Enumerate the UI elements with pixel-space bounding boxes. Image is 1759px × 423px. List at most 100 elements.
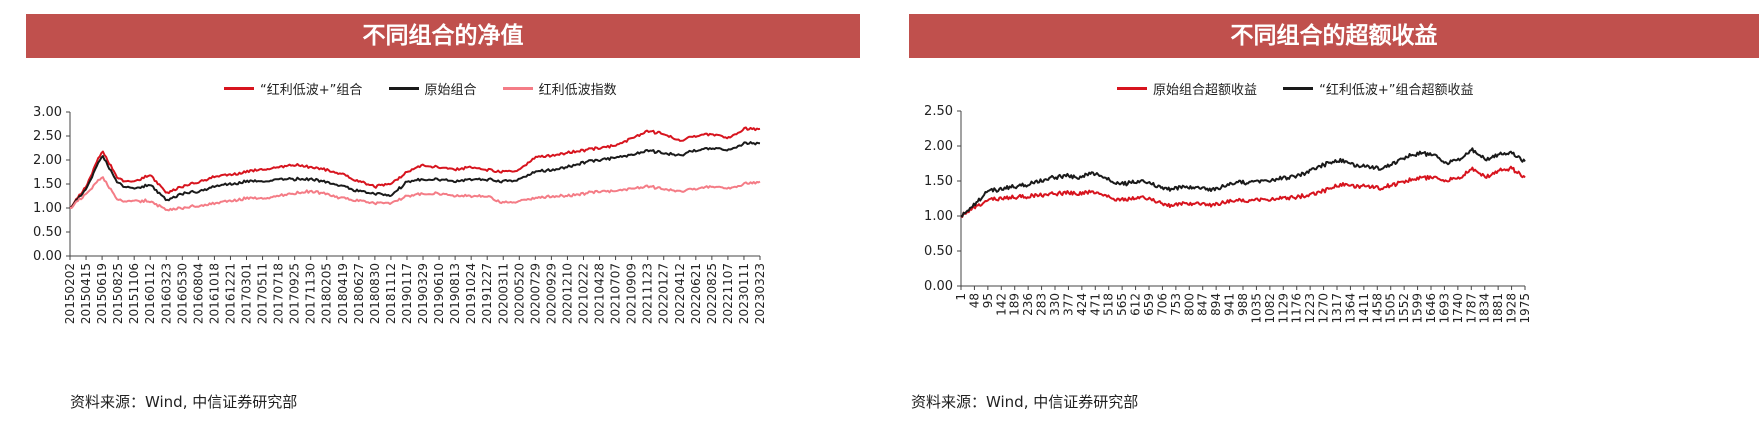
x-tick-label: 20151106: [127, 263, 141, 324]
x-tick-label: 20180419: [336, 263, 350, 324]
chart-legend: 原始组合超额收益 “红利低波+”组合超额收益: [1117, 79, 1496, 99]
x-tick-label: 95: [981, 293, 995, 308]
x-tick-label: 800: [1182, 293, 1196, 316]
x-tick-label: 20180205: [320, 263, 334, 324]
legend-item: 红利低波指数: [502, 79, 617, 98]
x-tick-label: 20170301: [240, 263, 254, 324]
y-tick-label: 2.00: [33, 153, 62, 168]
series-line: [960, 147, 1526, 218]
series-line: [960, 165, 1526, 218]
x-tick-label: 377: [1061, 293, 1075, 316]
chart-title: 不同组合的超额收益: [909, 14, 1759, 58]
x-tick-label: 20200520: [512, 263, 526, 324]
x-tick-label: 20210428: [593, 263, 607, 324]
x-tick-label: 1176: [1290, 293, 1304, 324]
x-tick-label: 1975: [1518, 293, 1532, 324]
legend-label: 红利低波指数: [538, 83, 617, 98]
x-tick-label: 20220621: [689, 263, 703, 324]
x-tick-label: 20200729: [528, 263, 542, 324]
legend-label: “红利低波+”组合超额收益: [1319, 83, 1474, 98]
y-tick-label: 0.50: [924, 244, 953, 259]
x-tick-label: 1928: [1505, 293, 1519, 324]
x-tick-label: 565: [1115, 293, 1129, 316]
x-tick-label: 1270: [1317, 293, 1331, 324]
x-tick-label: 847: [1196, 293, 1210, 316]
legend-swatch: [1117, 87, 1147, 90]
x-tick-label: 1552: [1397, 293, 1411, 324]
legend-swatch: [224, 87, 254, 90]
right-chart-panel: 不同组合的超额收益 原始组合超额收益 “红利低波+”组合超额收益 0.00 0.5…: [899, 0, 1759, 423]
series-line: [69, 141, 761, 209]
x-tick-label: 1364: [1343, 293, 1357, 324]
x-tick-label: 1129: [1276, 293, 1290, 324]
x-tick-label: 1740: [1451, 293, 1465, 324]
x-tick-label: 20200311: [496, 263, 510, 324]
legend-swatch: [502, 87, 533, 90]
x-tick-label: 20160804: [191, 263, 205, 324]
y-tick-label: 2.00: [924, 139, 953, 154]
x-tick-label: 20150415: [79, 263, 93, 324]
x-tick-label: 1317: [1330, 293, 1344, 324]
x-tick-label: 706: [1155, 293, 1169, 316]
chart-title: 不同组合的净值: [26, 14, 860, 58]
x-tick-label: 20180830: [368, 263, 382, 324]
x-tick-label: 1082: [1263, 293, 1277, 324]
x-tick-label: 1787: [1464, 293, 1478, 324]
x-tick-label: 1693: [1437, 293, 1451, 324]
legend-item: 原始组合超额收益: [1117, 79, 1257, 98]
x-tick-label: 20161018: [207, 263, 221, 324]
x-tick-label: 20230323: [753, 263, 767, 324]
x-tick-label: 20190610: [432, 263, 446, 324]
x-tick-label: 20230111: [737, 263, 751, 324]
x-tick-label: 988: [1236, 293, 1250, 316]
x-tick-label: 612: [1129, 293, 1143, 316]
x-tick-label: 20210707: [609, 263, 623, 324]
legend-swatch: [388, 87, 419, 90]
x-tick-label: 48: [967, 293, 981, 308]
legend-label: “红利低波+”组合: [260, 83, 363, 98]
x-tick-label: 1: [954, 293, 968, 301]
x-tick-label: 20150825: [111, 263, 125, 324]
y-tick-label: 2.50: [924, 104, 953, 119]
x-tick-label: 20191024: [464, 263, 478, 324]
y-tick-label: 1.00: [33, 201, 62, 216]
x-tick-label: 424: [1075, 293, 1089, 316]
x-tick-label: 20150619: [95, 263, 109, 324]
x-tick-label: 1599: [1411, 293, 1425, 324]
x-tick-label: 20210909: [625, 263, 639, 324]
x-tick-label: 1411: [1357, 293, 1371, 324]
x-tick-label: 20200929: [544, 263, 558, 324]
x-tick-label: 1834: [1478, 293, 1492, 324]
x-tick-label: 20211123: [641, 263, 655, 324]
x-tick-label: 20190117: [400, 263, 414, 324]
x-tick-label: 20201210: [560, 263, 574, 324]
x-tick-label: 20180627: [352, 263, 366, 324]
x-tick-label: 20220412: [673, 263, 687, 324]
source-note: 资料来源：Wind, 中信证券研究部: [911, 393, 1139, 411]
x-tick-label: 20160530: [175, 263, 189, 324]
x-tick-label: 20161221: [223, 263, 237, 324]
x-tick-label: 518: [1102, 293, 1116, 316]
x-tick-label: 20191227: [480, 263, 494, 324]
x-tick-label: 894: [1209, 293, 1223, 316]
y-tick-label: 1.50: [33, 177, 62, 192]
y-tick-label: 0.50: [33, 225, 62, 240]
y-tick-label: 3.00: [33, 105, 62, 120]
source-note: 资料来源：Wind, 中信证券研究部: [70, 393, 298, 411]
x-tick-label: 20181112: [384, 263, 398, 324]
x-tick-label: 1505: [1384, 293, 1398, 324]
line-chart-svg: 0.00 0.50 1.00 1.50 2.00 2.50 1 48 95 142 189 236 28…: [924, 104, 1532, 324]
x-tick-label: 20170511: [256, 263, 270, 324]
x-tick-label: 20170718: [272, 263, 286, 324]
x-tick-label: 189: [1008, 293, 1022, 316]
x-tick-label: 20210222: [576, 263, 590, 324]
x-tick-label: 659: [1142, 293, 1156, 316]
x-tick-label: 20190813: [448, 263, 462, 324]
legend-item: “红利低波+”组合: [224, 79, 362, 98]
x-tick-label: 20170925: [288, 263, 302, 324]
x-tick-label: 283: [1035, 293, 1049, 316]
y-tick-label: 1.00: [924, 209, 953, 224]
y-tick-label: 1.50: [924, 174, 953, 189]
legend-item: 原始组合: [388, 79, 477, 98]
legend-label: 原始组合: [424, 83, 477, 98]
